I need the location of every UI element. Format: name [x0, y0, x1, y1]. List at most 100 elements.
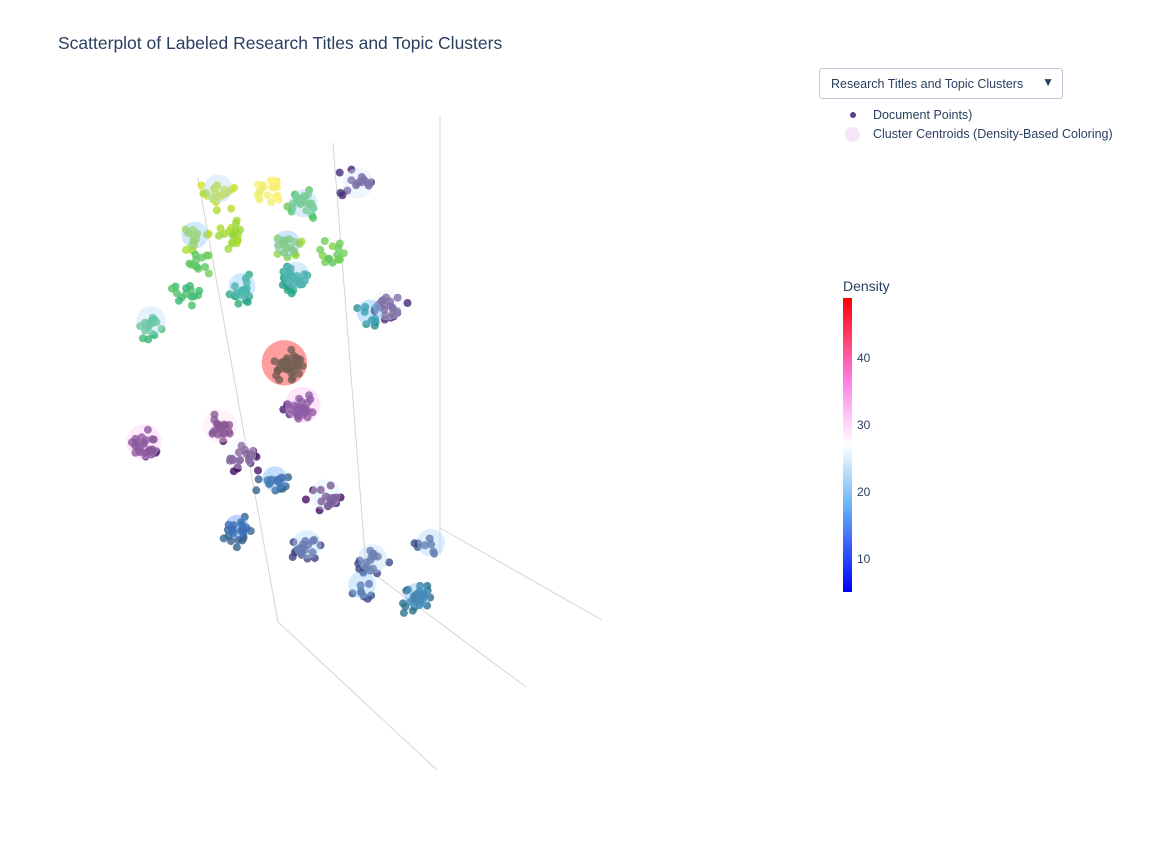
- document-point[interactable]: [193, 263, 202, 272]
- legend-item-document-points[interactable]: Document Points): [845, 106, 972, 124]
- document-point[interactable]: [425, 534, 434, 543]
- document-point[interactable]: [291, 251, 300, 260]
- document-point[interactable]: [308, 548, 317, 557]
- document-point[interactable]: [403, 299, 412, 307]
- document-point[interactable]: [233, 463, 242, 472]
- document-point[interactable]: [219, 437, 228, 446]
- document-point[interactable]: [211, 186, 220, 195]
- document-point[interactable]: [304, 540, 313, 549]
- document-point[interactable]: [366, 556, 375, 565]
- cluster-centroid[interactable]: [348, 571, 376, 599]
- cluster-centroid[interactable]: [261, 340, 308, 386]
- document-point[interactable]: [228, 456, 237, 465]
- document-point[interactable]: [339, 249, 348, 258]
- document-point[interactable]: [210, 410, 219, 419]
- cluster-centroid[interactable]: [372, 289, 404, 321]
- document-point[interactable]: [347, 165, 356, 174]
- view-dropdown[interactable]: Research Titles and Topic Clusters ▼: [819, 68, 1063, 99]
- document-point[interactable]: [316, 485, 325, 494]
- document-point[interactable]: [317, 497, 326, 506]
- document-point[interactable]: [148, 445, 157, 454]
- document-point[interactable]: [283, 244, 292, 253]
- document-point[interactable]: [294, 369, 303, 378]
- document-point[interactable]: [230, 282, 239, 291]
- document-point[interactable]: [309, 486, 318, 495]
- cluster-centroid[interactable]: [225, 514, 249, 539]
- document-point[interactable]: [290, 275, 299, 283]
- document-point[interactable]: [204, 269, 213, 278]
- document-point[interactable]: [267, 183, 276, 192]
- document-point[interactable]: [267, 198, 276, 207]
- document-point[interactable]: [189, 236, 198, 244]
- document-point[interactable]: [276, 484, 285, 493]
- document-point[interactable]: [320, 237, 329, 245]
- document-point[interactable]: [283, 400, 292, 409]
- document-point[interactable]: [302, 206, 311, 215]
- document-point[interactable]: [275, 375, 284, 384]
- cluster-centroid[interactable]: [289, 189, 318, 218]
- document-point[interactable]: [238, 536, 247, 545]
- document-point[interactable]: [214, 231, 223, 240]
- document-point[interactable]: [246, 459, 255, 468]
- document-point[interactable]: [385, 558, 394, 567]
- document-point[interactable]: [423, 581, 432, 590]
- document-point[interactable]: [380, 300, 389, 309]
- document-point[interactable]: [234, 448, 243, 457]
- document-point[interactable]: [182, 246, 190, 254]
- document-point[interactable]: [246, 527, 255, 535]
- document-point[interactable]: [238, 527, 247, 536]
- legend-item-cluster-centroids[interactable]: Cluster Centroids (Density-Based Colorin…: [845, 125, 1113, 143]
- cluster-centroid[interactable]: [136, 306, 166, 336]
- cluster-centroid[interactable]: [404, 583, 430, 609]
- document-point[interactable]: [187, 292, 196, 301]
- document-point[interactable]: [252, 452, 261, 461]
- document-point[interactable]: [228, 239, 237, 247]
- document-point[interactable]: [284, 473, 293, 482]
- document-point[interactable]: [220, 185, 229, 194]
- document-point[interactable]: [301, 495, 310, 504]
- document-point[interactable]: [245, 270, 254, 279]
- document-point[interactable]: [230, 183, 239, 192]
- cluster-centroid[interactable]: [228, 272, 256, 300]
- document-point[interactable]: [174, 296, 183, 305]
- document-point[interactable]: [227, 204, 236, 213]
- document-point[interactable]: [273, 234, 282, 243]
- document-point[interactable]: [360, 307, 369, 316]
- document-point[interactable]: [249, 446, 258, 455]
- document-point[interactable]: [252, 486, 261, 495]
- document-point[interactable]: [143, 425, 152, 434]
- document-point[interactable]: [421, 591, 429, 600]
- document-point[interactable]: [270, 357, 279, 366]
- document-point[interactable]: [271, 192, 280, 201]
- cluster-centroid[interactable]: [203, 408, 237, 443]
- document-point[interactable]: [227, 537, 235, 546]
- document-point[interactable]: [212, 206, 221, 215]
- document-point[interactable]: [221, 421, 230, 430]
- cluster-centroid[interactable]: [292, 530, 322, 559]
- document-point[interactable]: [323, 502, 332, 511]
- document-point[interactable]: [373, 569, 382, 578]
- document-point[interactable]: [229, 529, 238, 538]
- document-point[interactable]: [290, 548, 299, 557]
- document-point[interactable]: [414, 592, 423, 601]
- document-point[interactable]: [282, 278, 290, 287]
- document-point[interactable]: [287, 345, 296, 354]
- document-point[interactable]: [184, 229, 193, 238]
- document-point[interactable]: [348, 589, 357, 598]
- document-point[interactable]: [203, 230, 211, 239]
- document-point[interactable]: [356, 587, 365, 596]
- document-point[interactable]: [315, 506, 324, 515]
- document-point[interactable]: [185, 259, 194, 268]
- document-point[interactable]: [138, 334, 147, 343]
- document-point[interactable]: [187, 301, 196, 310]
- document-point[interactable]: [420, 541, 429, 550]
- document-point[interactable]: [140, 439, 148, 448]
- document-point[interactable]: [389, 312, 398, 321]
- document-point[interactable]: [289, 538, 298, 547]
- document-point[interactable]: [295, 194, 304, 203]
- document-point[interactable]: [305, 200, 314, 209]
- cluster-centroid[interactable]: [181, 221, 209, 249]
- document-point[interactable]: [219, 534, 228, 543]
- document-point[interactable]: [279, 236, 288, 245]
- document-point[interactable]: [386, 297, 395, 306]
